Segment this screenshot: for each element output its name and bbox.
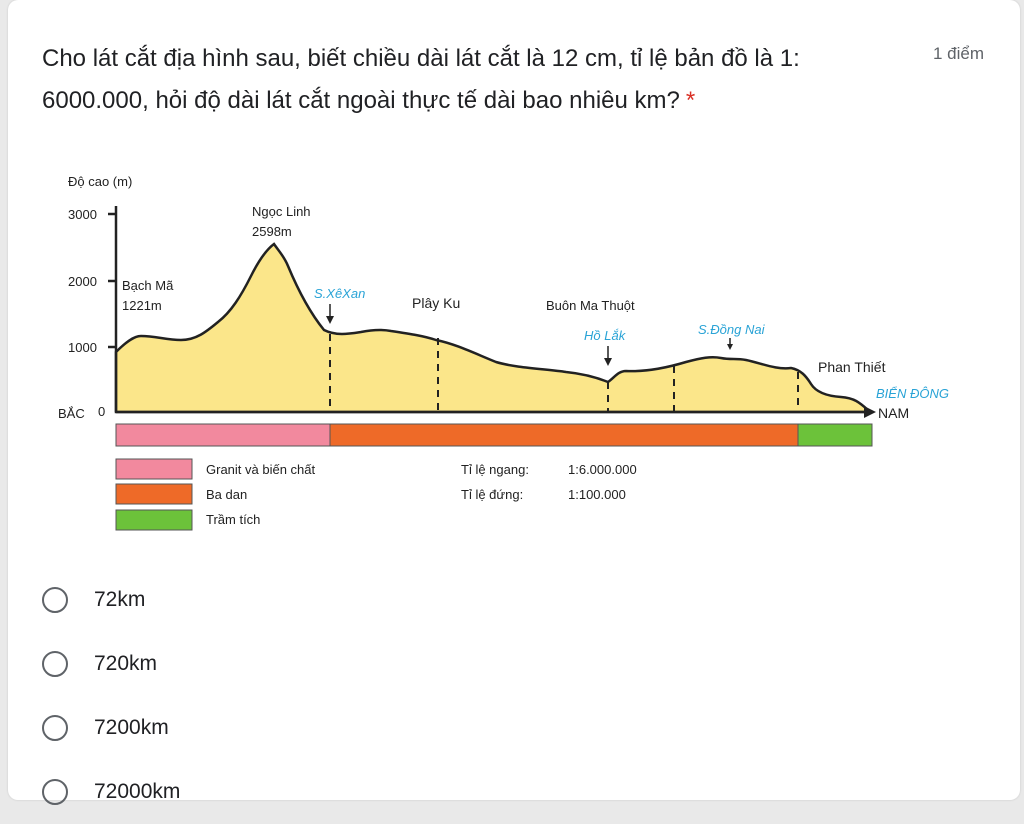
terrain-profile — [114, 242, 870, 414]
boundary-lines — [329, 334, 799, 412]
right-end-label: NAM — [878, 405, 909, 421]
ngoc-linh-label: Ngọc Linh — [252, 204, 311, 219]
phan-thiet-label: Phan Thiết — [818, 359, 886, 375]
answer-options: 72km 720km 7200km 72000km — [42, 568, 180, 824]
required-mark: * — [685, 87, 696, 114]
y-axis-title: Độ cao (m) — [68, 174, 132, 189]
granite-segment — [115, 423, 331, 447]
radio-button[interactable] — [42, 779, 68, 805]
question-text: Cho lát cắt địa hình sau, biết chiều dài… — [42, 38, 862, 122]
question-card: Cho lát cắt địa hình sau, biết chiều dài… — [8, 0, 1020, 805]
option-720km[interactable]: 720km — [42, 632, 180, 696]
points-label: 1 điểm — [932, 44, 984, 63]
horizontal-scale-value: 1:6.000.000 — [568, 462, 637, 477]
horizontal-scale-label: Tỉ lệ ngang: — [461, 462, 529, 477]
radio-button[interactable] — [42, 715, 68, 741]
left-end-label: BẮC — [58, 406, 85, 421]
legend-label-granite: Granit và biến chất — [206, 462, 316, 477]
y-tick-1000: 1000 — [68, 340, 97, 355]
legend-swatch-basalt — [115, 483, 193, 505]
option-label: 72000km — [94, 780, 181, 803]
radio-button[interactable] — [42, 651, 68, 677]
play-ku-label: Plây Ku — [412, 295, 460, 311]
ngoc-linh-height: 2598m — [252, 224, 292, 239]
y-tick-3000: 3000 — [68, 207, 97, 222]
option-label: 72km — [94, 588, 146, 611]
legend-label-sediment: Trầm tích — [206, 512, 260, 527]
bien-dong-label: BIỂN ĐÔNG — [876, 386, 949, 401]
buon-ma-thuot-label: Buôn Ma Thuột — [546, 298, 635, 313]
se-xan-label: S.XêXan — [314, 286, 365, 301]
option-72000km[interactable]: 72000km — [42, 760, 180, 824]
vertical-scale-value: 1:100.000 — [568, 487, 626, 502]
radio-button[interactable] — [42, 587, 68, 613]
terrain-cross-section-figure: Độ cao (m) 3000 2000 1000 BẮC 0 NAM Ngọc… — [46, 166, 976, 536]
legend-swatch-sediment — [115, 509, 193, 531]
y-tick-2000: 2000 — [68, 274, 97, 289]
dong-nai-label: S.Đồng Nai — [698, 322, 766, 337]
option-label: 7200km — [94, 716, 169, 739]
y-tick-0: 0 — [98, 404, 105, 419]
bach-ma-height: 1221m — [122, 298, 162, 313]
legend-swatch-granite — [115, 458, 193, 480]
option-72km[interactable]: 72km — [42, 568, 180, 632]
legend-label-basalt: Ba dan — [206, 487, 247, 502]
option-label: 720km — [94, 652, 158, 675]
ho-lak-label: Hồ Lắk — [584, 328, 627, 343]
option-7200km[interactable]: 7200km — [42, 696, 180, 760]
basalt-segment — [329, 423, 799, 447]
bach-ma-label: Bạch Mã — [122, 278, 174, 293]
vertical-scale-label: Tỉ lệ đứng: — [461, 487, 523, 502]
question-body: Cho lát cắt địa hình sau, biết chiều dài… — [42, 45, 800, 114]
sediment-segment — [797, 423, 873, 447]
